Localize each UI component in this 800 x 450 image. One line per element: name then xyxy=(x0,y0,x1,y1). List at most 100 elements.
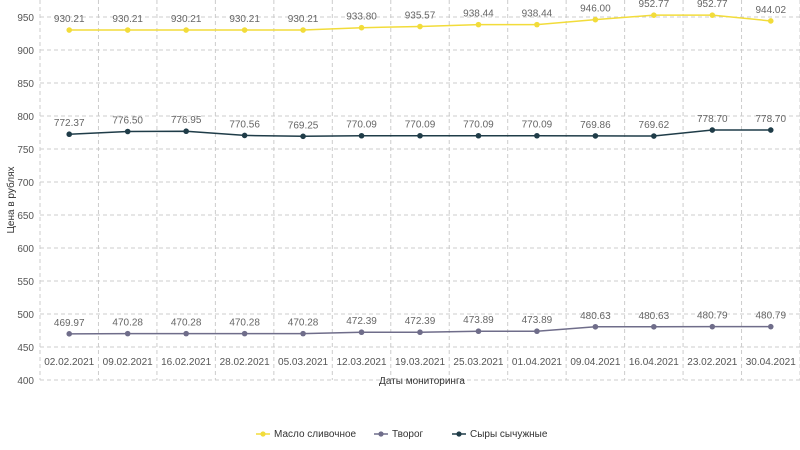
data-point[interactable] xyxy=(767,18,774,24)
data-label: 778.70 xyxy=(697,114,728,125)
data-label: 770.09 xyxy=(463,120,494,131)
data-point[interactable] xyxy=(358,132,365,139)
data-point[interactable] xyxy=(300,27,306,33)
legend-item[interactable]: Сыры сычужные xyxy=(452,429,548,440)
data-label: 776.95 xyxy=(171,115,202,126)
x-tick-label: 25.03.2021 xyxy=(453,357,503,368)
x-axis-title: Даты мониторинга xyxy=(379,376,465,387)
data-point[interactable] xyxy=(300,330,306,337)
data-point[interactable] xyxy=(651,133,657,139)
data-label: 470.28 xyxy=(288,318,319,329)
data-point[interactable] xyxy=(300,133,306,140)
legend-label: Творог xyxy=(392,429,424,440)
x-tick-label: 16.04.2021 xyxy=(629,357,679,368)
legend-item[interactable]: Масло сливочное xyxy=(256,429,357,440)
data-point[interactable] xyxy=(709,323,716,330)
data-label: 930.21 xyxy=(288,14,319,25)
series-1: 930.21 930.21 930.21 930.21 930.21 933.80 935.… xyxy=(54,0,786,33)
data-label: 778.70 xyxy=(755,114,786,125)
data-point[interactable] xyxy=(475,132,482,139)
data-point[interactable] xyxy=(66,27,73,33)
data-point[interactable] xyxy=(358,329,365,336)
data-point[interactable] xyxy=(534,21,540,28)
data-point[interactable] xyxy=(66,131,73,138)
data-label: 930.21 xyxy=(54,14,85,25)
data-point[interactable] xyxy=(592,133,599,139)
x-tick-label: 28.02.2021 xyxy=(220,357,270,368)
data-point[interactable] xyxy=(124,27,131,33)
legend-item[interactable]: Творог xyxy=(374,429,424,440)
data-label: 930.21 xyxy=(112,14,143,25)
y-tick-label: 450 xyxy=(17,343,34,354)
y-tick-label: 900 xyxy=(17,46,34,57)
data-label: 769.86 xyxy=(580,120,611,131)
y-tick-label: 400 xyxy=(17,376,34,387)
data-point[interactable] xyxy=(124,330,131,337)
data-label: 769.25 xyxy=(288,120,319,131)
data-point[interactable] xyxy=(651,323,657,330)
data-label: 472.39 xyxy=(405,316,436,327)
y-tick-label: 700 xyxy=(17,178,34,189)
data-label: 952.77 xyxy=(639,0,670,10)
y-tick-label: 800 xyxy=(17,112,34,123)
data-point[interactable] xyxy=(183,27,189,33)
data-point[interactable] xyxy=(767,127,774,133)
legend-swatch-marker xyxy=(456,431,462,437)
data-label: 469.97 xyxy=(54,318,85,329)
data-label: 952.77 xyxy=(697,0,728,10)
y-tick-label: 950 xyxy=(17,13,34,24)
data-point[interactable] xyxy=(534,328,540,335)
y-tick-label: 550 xyxy=(17,277,34,288)
y-tick-label: 600 xyxy=(17,244,34,255)
x-tick-label: 16.02.2021 xyxy=(161,357,211,368)
data-point[interactable] xyxy=(534,132,540,139)
data-point[interactable] xyxy=(241,27,248,33)
data-label: 776.50 xyxy=(112,116,143,127)
data-label: 930.21 xyxy=(171,14,202,25)
data-point[interactable] xyxy=(709,12,716,18)
y-axis-title: Цена в рублях xyxy=(5,166,17,233)
data-label: 473.89 xyxy=(463,315,494,326)
y-tick-label: 500 xyxy=(17,310,34,321)
data-point[interactable] xyxy=(417,23,423,30)
data-point[interactable] xyxy=(241,330,248,337)
data-label: 480.79 xyxy=(697,311,728,322)
data-label: 938.44 xyxy=(522,9,553,20)
y-tick-label: 850 xyxy=(17,79,34,90)
data-point[interactable] xyxy=(358,24,365,31)
data-point[interactable] xyxy=(651,12,657,18)
legend-label: Сыры сычужные xyxy=(470,429,548,440)
data-point[interactable] xyxy=(475,21,482,28)
data-point[interactable] xyxy=(183,128,189,135)
data-point[interactable] xyxy=(592,323,599,330)
data-point[interactable] xyxy=(124,128,131,135)
series-3: 772.37 776.50 776.95 770.56 769.25 770.09 770.… xyxy=(54,114,786,140)
legend[interactable]: Масло сливочное Творог Сыры сычужные xyxy=(256,429,548,440)
data-label: 946.00 xyxy=(580,4,611,15)
data-point[interactable] xyxy=(417,132,423,139)
data-point[interactable] xyxy=(417,329,423,336)
data-label: 473.89 xyxy=(522,315,553,326)
legend-label: Масло сливочное xyxy=(274,429,357,440)
data-label: 470.28 xyxy=(229,318,260,329)
data-label: 770.09 xyxy=(346,120,377,131)
data-label: 480.63 xyxy=(639,311,670,322)
y-tick-label: 650 xyxy=(17,211,34,222)
x-tick-label: 12.03.2021 xyxy=(337,357,387,368)
y-tick-label: 750 xyxy=(17,145,34,156)
data-point[interactable] xyxy=(241,132,248,139)
data-point[interactable] xyxy=(592,16,599,23)
data-label: 470.28 xyxy=(171,318,202,329)
x-tick-label: 09.02.2021 xyxy=(103,357,153,368)
data-label: 769.62 xyxy=(639,120,670,131)
data-point[interactable] xyxy=(475,328,482,335)
y-axis-ticks: 400 450 500 550 600 650 700 750 800 850 900 950 xyxy=(17,13,34,387)
x-tick-label: 01.04.2021 xyxy=(512,357,562,368)
data-point[interactable] xyxy=(709,127,716,133)
x-axis-ticks: 02.02.2021 09.02.2021 16.02.2021 28.02.2021… xyxy=(44,357,796,368)
data-point[interactable] xyxy=(66,331,73,337)
data-point[interactable] xyxy=(183,330,189,337)
data-point[interactable] xyxy=(767,323,774,330)
series-2: 469.97 470.28 470.28 470.28 470.28 472.39 472.… xyxy=(54,311,786,337)
